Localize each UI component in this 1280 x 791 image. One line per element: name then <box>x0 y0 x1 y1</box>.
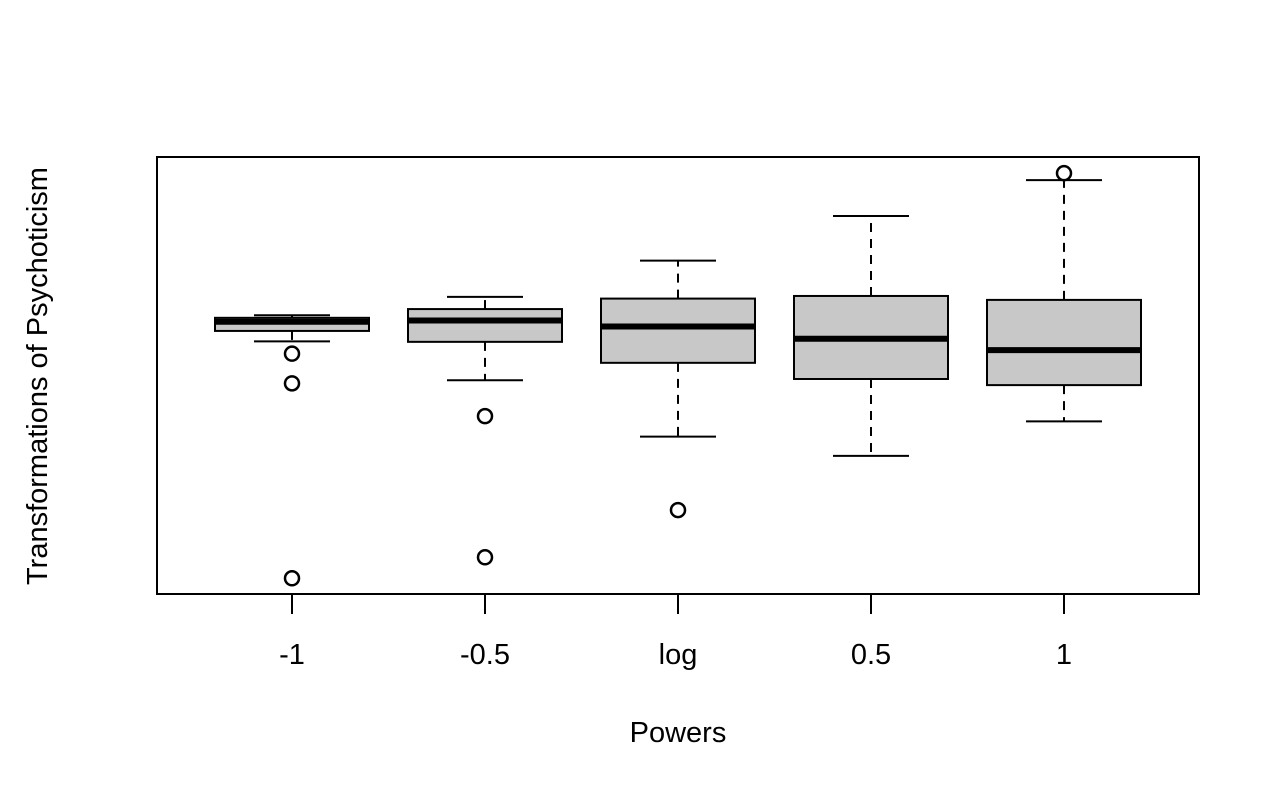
outlier-point <box>283 345 301 362</box>
outlier-point <box>476 549 494 566</box>
x-tick-label: log <box>659 639 698 671</box>
x-tick-label: 1 <box>1056 639 1072 671</box>
outlier-point <box>283 570 301 587</box>
outlier-point <box>283 375 301 392</box>
x-axis: -1 -0.5 log 0.5 1 <box>279 594 1072 671</box>
iqr-box <box>600 297 756 364</box>
x-axis-label: Powers <box>630 717 727 749</box>
iqr-box <box>407 308 563 343</box>
iqr-box <box>986 298 1142 387</box>
y-axis-label: Transformations of Psychoticism <box>22 167 54 585</box>
box-group-5 <box>986 164 1142 423</box>
outlier-point <box>476 407 494 425</box>
x-tick-label: -0.5 <box>460 639 510 671</box>
outlier-point <box>1055 164 1073 182</box>
x-tick-label: -1 <box>279 639 305 671</box>
box-group-3 <box>600 259 756 519</box>
box-group-1 <box>214 314 370 587</box>
box-group-4 <box>793 214 949 457</box>
box-group-2 <box>407 295 563 566</box>
boxes-layer <box>214 164 1142 587</box>
outlier-point <box>669 501 687 519</box>
x-tick-label: 0.5 <box>851 639 891 671</box>
